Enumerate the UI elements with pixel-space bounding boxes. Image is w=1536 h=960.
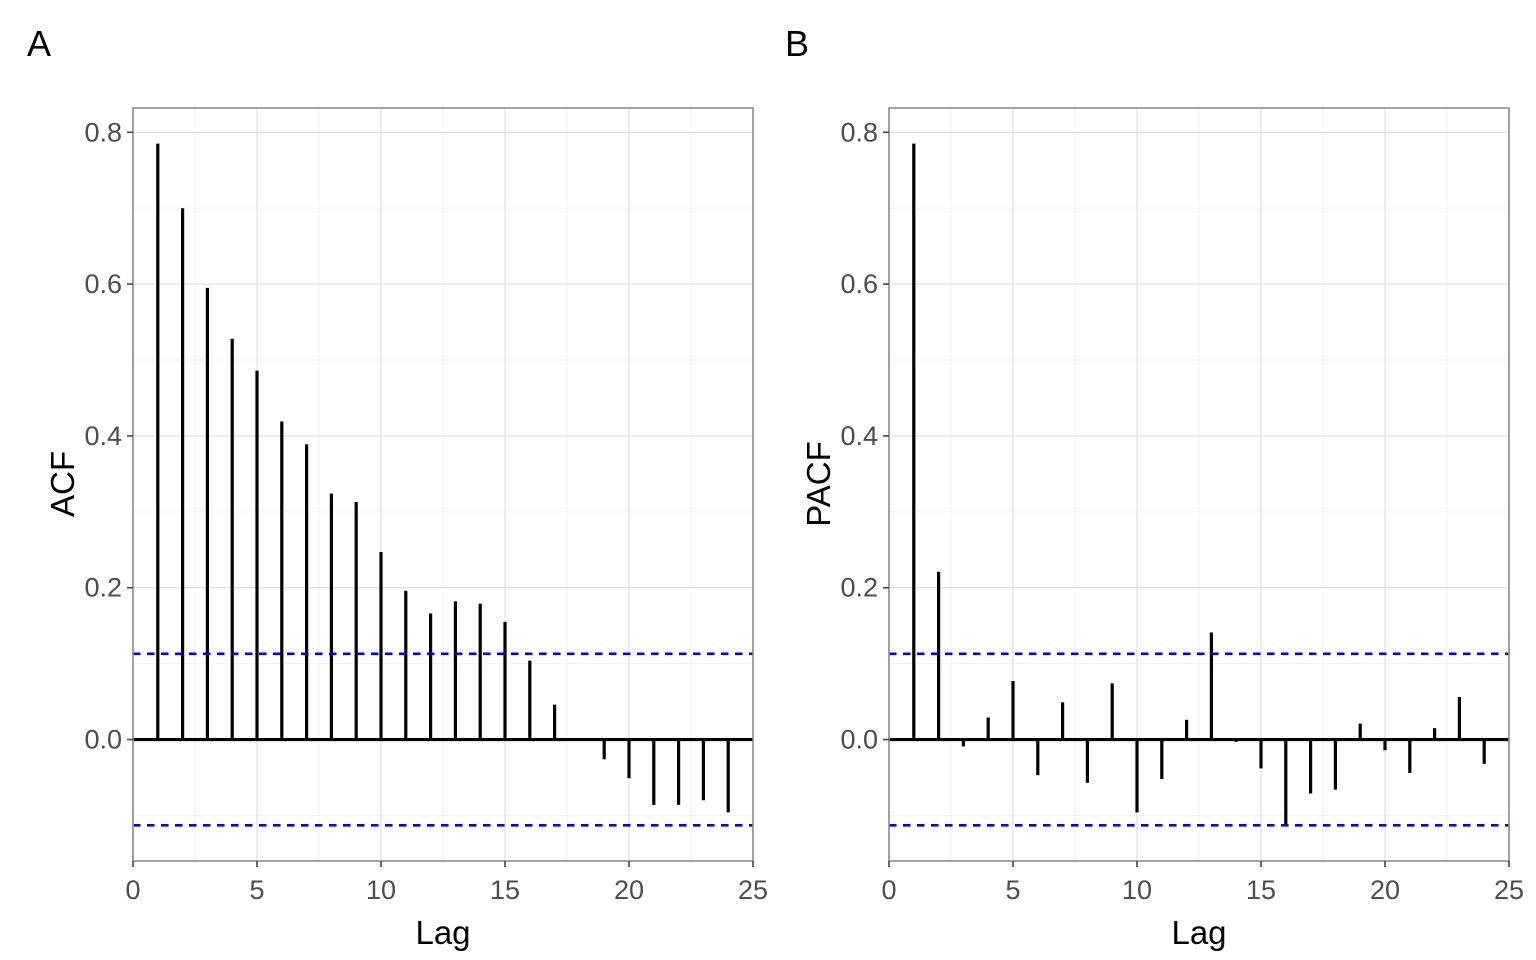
- y-axis-tick-label: 0.4: [840, 421, 878, 451]
- x-axis-tick-label: 15: [490, 875, 520, 905]
- y-axis-tick-label: 0.8: [84, 117, 122, 147]
- panel-label-a: A: [27, 23, 52, 64]
- panel-border: [132, 107, 754, 862]
- x-axis-tick-label: 20: [1370, 875, 1400, 905]
- x-axis-title-lag-a: Lag: [415, 914, 471, 951]
- y-axis-tick-label: 0.6: [84, 269, 122, 299]
- x-axis-tick-label: 25: [738, 875, 768, 905]
- x-axis-tick-label: 0: [125, 875, 140, 905]
- x-axis-tick-label: 5: [249, 875, 264, 905]
- x-axis-tick-label: 10: [366, 875, 396, 905]
- y-axis-tick-label: 0.8: [840, 117, 878, 147]
- y-axis-tick-label: 0.4: [84, 421, 122, 451]
- panel-label-b: B: [785, 23, 810, 64]
- y-axis-tick-label: 0.0: [84, 725, 122, 755]
- y-axis-title-acf: ACF: [44, 451, 81, 517]
- x-axis-tick-label: 5: [1005, 875, 1020, 905]
- x-axis-tick-label: 25: [1494, 875, 1524, 905]
- y-axis-tick-label: 0.2: [84, 573, 122, 603]
- y-axis-tick-label: 0.6: [840, 269, 878, 299]
- x-axis-tick-label: 20: [614, 875, 644, 905]
- y-axis-tick-label: 0.2: [840, 573, 878, 603]
- x-axis-tick-label: 0: [881, 875, 896, 905]
- y-axis-tick-label: 0.0: [840, 725, 878, 755]
- x-axis-tick-label: 15: [1246, 875, 1276, 905]
- x-axis-tick-label: 10: [1122, 875, 1152, 905]
- panel-border: [888, 107, 1510, 862]
- x-axis-title-lag-b: Lag: [1171, 914, 1227, 951]
- y-axis-title-pacf: PACF: [800, 441, 837, 527]
